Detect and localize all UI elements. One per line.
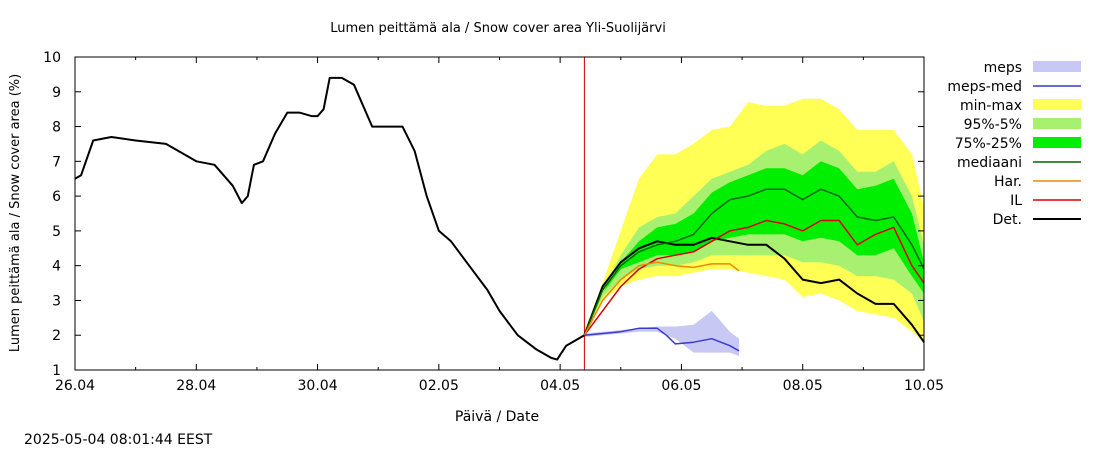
y-tick-label: 1 bbox=[52, 363, 61, 379]
chart-title: Lumen peittämä ala / Snow cover area Yli… bbox=[330, 21, 666, 36]
legend-swatch bbox=[1033, 61, 1081, 72]
band-75-25 bbox=[584, 161, 924, 336]
y-tick-label: 10 bbox=[43, 50, 61, 66]
legend-item-95-5: 95%-5% bbox=[964, 117, 1081, 133]
legend-item-75-25: 75%-25% bbox=[955, 136, 1081, 152]
legend-label: mediaani bbox=[957, 155, 1022, 171]
y-tick-label: 4 bbox=[52, 259, 61, 275]
legend-item-meps: meps bbox=[984, 60, 1081, 76]
x-tick-label: 04.05 bbox=[540, 378, 580, 394]
x-tick-label: 28.04 bbox=[176, 378, 216, 394]
y-tick-label: 2 bbox=[52, 328, 61, 344]
legend-label: min-max bbox=[960, 98, 1022, 114]
y-tick-label: 7 bbox=[52, 154, 61, 170]
legend: meps meps-med min-max 95%-5% 75%-25% mediaani… bbox=[947, 60, 1081, 228]
y-axis-label: Lumen peittämä ala / Snow cover area (%) bbox=[8, 74, 23, 352]
legend-label: IL bbox=[1010, 193, 1022, 209]
series-meps-med bbox=[584, 327, 740, 352]
series-har bbox=[583, 261, 740, 336]
legend-label: 75%-25% bbox=[955, 136, 1022, 152]
legend-item-min-max: min-max bbox=[960, 98, 1081, 114]
x-tick-label: 10.05 bbox=[904, 378, 944, 394]
legend-swatch bbox=[1033, 118, 1081, 129]
y-tick-label: 3 bbox=[52, 293, 61, 309]
series-il bbox=[583, 219, 925, 336]
x-tick-label: 06.05 bbox=[661, 378, 701, 394]
y-tick-label: 9 bbox=[52, 85, 61, 101]
band-meps bbox=[584, 310, 739, 357]
series-mediaani bbox=[583, 188, 925, 336]
legend-label: 95%-5% bbox=[964, 117, 1022, 133]
x-tick-label: 02.05 bbox=[419, 378, 459, 394]
x-axis-label: Päivä / Date bbox=[455, 409, 539, 425]
legend-item-mediaani: mediaani bbox=[957, 155, 1081, 171]
legend-item-har: Har. bbox=[994, 174, 1081, 190]
y-tick-label: 6 bbox=[52, 189, 61, 205]
legend-item-det: Det. bbox=[993, 212, 1081, 228]
plot-area: 1 2 3 4 5 6 7 8 9 10 26.04 28.04 30.04 02.05 04.05 06.0… bbox=[43, 50, 944, 394]
legend-swatch bbox=[1033, 99, 1081, 110]
legend-item-meps-med: meps-med bbox=[947, 79, 1081, 95]
legend-swatch bbox=[1033, 137, 1081, 148]
series-det bbox=[74, 76, 925, 361]
legend-label: Har. bbox=[994, 174, 1022, 190]
legend-label: meps bbox=[984, 60, 1022, 76]
y-tick-label: 8 bbox=[52, 120, 61, 136]
legend-item-il: IL bbox=[1010, 193, 1081, 209]
timestamp: 2025-05-04 08:01:44 EEST bbox=[24, 432, 213, 448]
x-tick-label: 30.04 bbox=[298, 378, 338, 394]
legend-label: Det. bbox=[993, 212, 1022, 228]
legend-label: meps-med bbox=[947, 79, 1022, 95]
x-tick-label: 26.04 bbox=[55, 378, 95, 394]
y-tick-label: 5 bbox=[52, 224, 61, 240]
x-tick-label: 08.05 bbox=[783, 378, 823, 394]
